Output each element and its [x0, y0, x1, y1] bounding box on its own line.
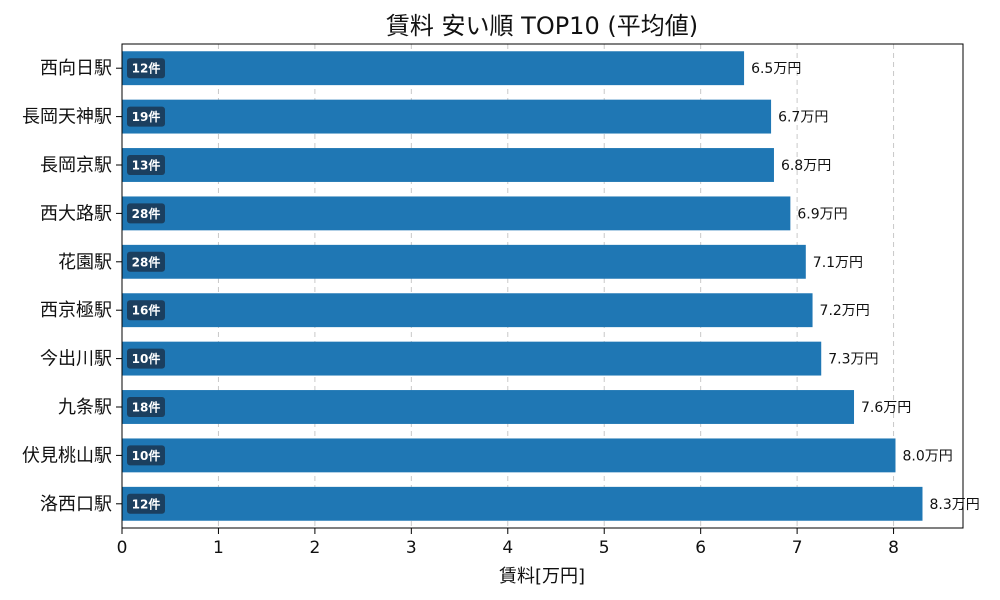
bar: [122, 486, 923, 521]
x-tick-label: 7: [792, 538, 803, 558]
y-tick-label: 長岡京駅: [40, 155, 112, 176]
count-badge: [127, 397, 165, 417]
value-label: 6.9万円: [797, 206, 847, 222]
count-badge-label: 12件: [132, 61, 161, 76]
x-tick-label: 4: [502, 538, 513, 558]
count-badge-label: 10件: [132, 351, 161, 366]
bars: [122, 51, 923, 521]
count-badge: [127, 300, 165, 321]
count-badge: [127, 203, 165, 224]
y-tick-label: 伏見桃山駅: [22, 445, 112, 466]
y-tick-label: 九条駅: [58, 397, 112, 418]
y-tick-label: 西向日駅: [40, 58, 112, 79]
bar: [122, 293, 813, 328]
bar: [122, 390, 855, 424]
x-tick-label: 6: [695, 538, 706, 558]
x-tick-labels: 0 1 2 3 4 5 6 7 8: [117, 528, 899, 558]
y-tick-label: 長岡天神駅: [22, 107, 112, 128]
value-label: 8.3万円: [929, 497, 979, 513]
x-axis-label: 賃料[万円]: [499, 566, 585, 587]
count-badge-label: 28件: [132, 206, 161, 221]
y-tick-label: 西京極駅: [40, 300, 112, 321]
count-badge-label: 18件: [132, 400, 161, 415]
count-badges: 12件 19件 13件 28件 28件 16件 10件 18件 10件 12件: [127, 58, 165, 514]
x-tick-label: 8: [888, 538, 899, 558]
value-label: 7.1万円: [813, 255, 863, 271]
bar: [122, 196, 791, 231]
bar: [122, 341, 822, 376]
count-badge-label: 13件: [132, 158, 161, 173]
count-badge-label: 19件: [132, 109, 161, 124]
plot-frame: [121, 43, 964, 529]
x-tick-label: 5: [599, 538, 610, 558]
x-tick-label: 3: [406, 538, 417, 558]
value-label: 7.3万円: [828, 352, 878, 368]
count-badge-label: 28件: [132, 254, 161, 269]
x-tick-label: 1: [213, 538, 224, 558]
bar: [122, 244, 806, 279]
count-badge: [127, 348, 165, 369]
value-labels: 6.5万円 6.7万円 6.8万円 6.9万円 7.1万円 7.2万円 7.3万円 7.6万円…: [751, 61, 980, 513]
y-tick-label: 今出川駅: [40, 349, 112, 370]
value-label: 6.7万円: [778, 110, 828, 126]
y-tick-label: 花園駅: [58, 252, 112, 273]
value-label: 8.0万円: [902, 448, 952, 464]
bar: [122, 51, 745, 86]
y-tick-label: 西大路駅: [40, 203, 112, 224]
count-badge: [127, 445, 165, 466]
count-badge: [127, 155, 165, 175]
count-badge-label: 10件: [132, 448, 161, 463]
count-badge-label: 16件: [132, 303, 161, 318]
x-tick-label: 0: [117, 538, 128, 558]
y-tick-label: 洛西口駅: [40, 494, 112, 515]
count-badge-label: 12件: [132, 496, 161, 511]
count-badge: [127, 251, 165, 272]
chart-title: 賃料 安い順 TOP10 (平均値): [386, 12, 698, 40]
value-label: 7.2万円: [820, 303, 870, 319]
bar: [122, 438, 896, 473]
count-badge: [127, 106, 165, 127]
value-label: 7.6万円: [861, 400, 911, 416]
count-badge: [127, 493, 165, 514]
count-badge: [127, 58, 165, 79]
value-label: 6.5万円: [751, 61, 801, 77]
bar: [122, 148, 774, 182]
value-label: 6.8万円: [781, 158, 831, 174]
bar: [122, 99, 772, 134]
x-tick-label: 2: [309, 538, 320, 558]
